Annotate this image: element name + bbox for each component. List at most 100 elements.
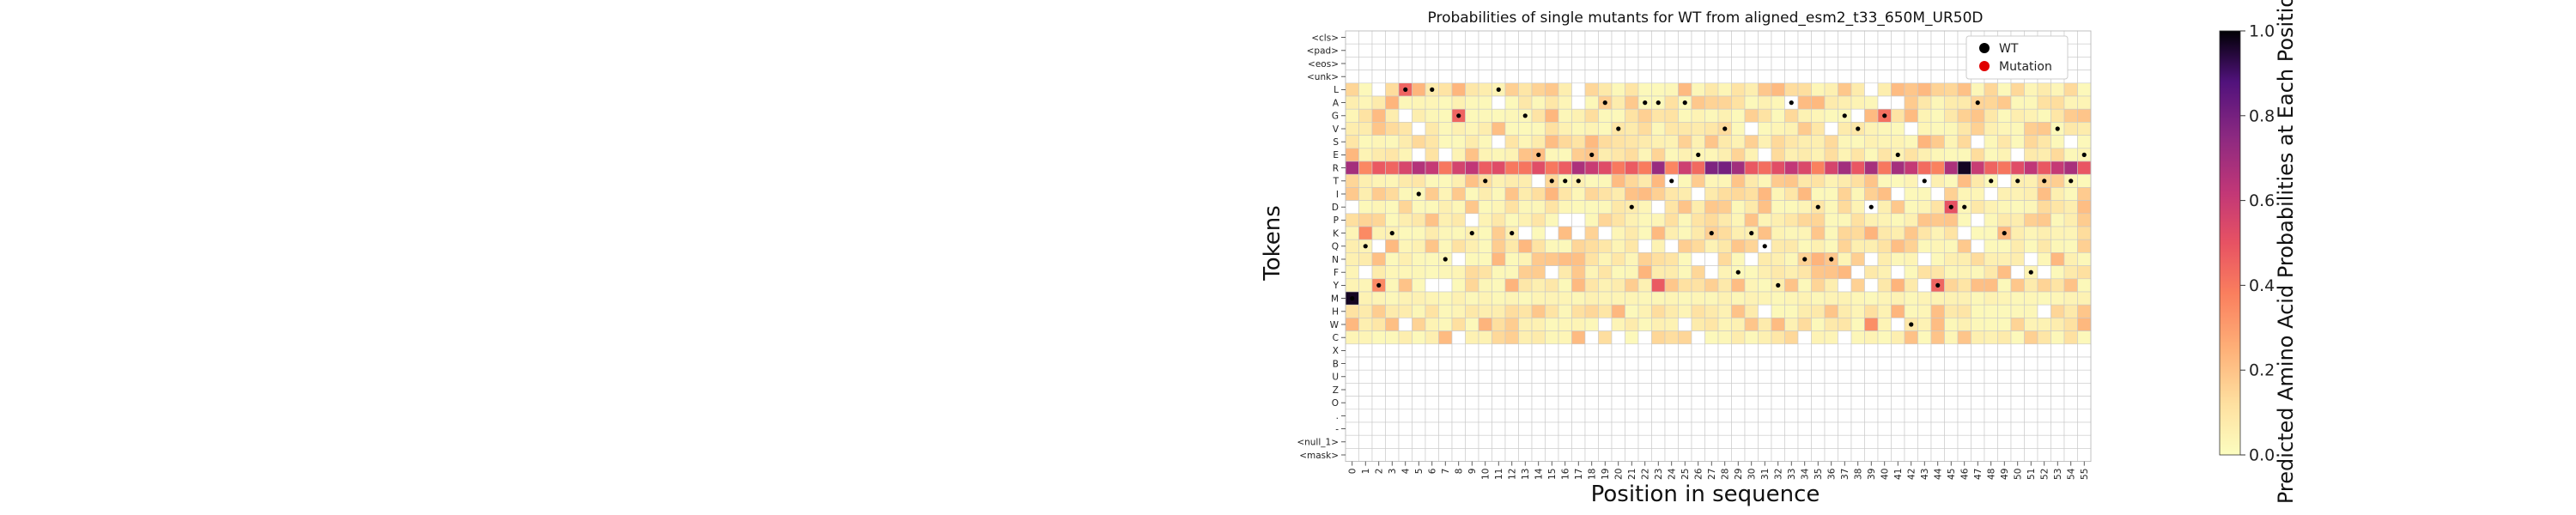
heatmap-cell xyxy=(1558,135,1572,149)
heatmap-cell xyxy=(1545,252,1559,266)
heatmap-cell xyxy=(1584,343,1599,358)
heatmap-cell xyxy=(1904,187,1918,201)
heatmap-cell xyxy=(1850,409,1865,423)
heatmap-cell xyxy=(1637,226,1652,240)
heatmap-cell xyxy=(2050,187,2065,201)
heatmap-cell xyxy=(2024,396,2038,410)
heatmap-cell xyxy=(1398,95,1413,110)
heatmap-cell xyxy=(1797,369,1812,384)
heatmap-cell xyxy=(1717,265,1732,280)
heatmap-cell xyxy=(1412,421,1426,436)
heatmap-cell xyxy=(1571,239,1586,253)
heatmap-cell xyxy=(1758,448,1772,462)
heatmap-cell xyxy=(1465,318,1479,331)
heatmap-cell xyxy=(1584,291,1599,306)
heatmap-cell xyxy=(1984,448,1998,462)
heatmap-cell xyxy=(1651,82,1666,97)
heatmap-cell xyxy=(1637,421,1652,436)
wt-dot xyxy=(1403,87,1408,92)
heatmap-cell xyxy=(1838,343,1852,358)
heatmap-cell xyxy=(1345,421,1359,436)
x-tick-label: 52 xyxy=(2040,469,2050,480)
heatmap-cell xyxy=(1784,213,1799,227)
heatmap-cell xyxy=(2077,396,2092,410)
heatmap-cell xyxy=(1637,278,1652,293)
heatmap-cell xyxy=(1838,187,1852,201)
x-tick-label: 28 xyxy=(1721,469,1731,480)
heatmap-cell xyxy=(2050,226,2065,240)
heatmap-cell xyxy=(1744,161,1759,175)
heatmap-cell xyxy=(1584,200,1599,215)
heatmap-cell xyxy=(1811,318,1826,331)
heatmap-cell xyxy=(2063,108,2078,123)
heatmap-cell xyxy=(1704,122,1719,136)
heatmap-cell xyxy=(1412,383,1426,397)
heatmap-cell xyxy=(1425,291,1439,306)
heatmap-cell xyxy=(2050,108,2065,123)
heatmap-cell xyxy=(1891,70,1905,84)
heatmap-cell xyxy=(1891,30,1905,45)
heatmap-cell xyxy=(1717,70,1732,84)
heatmap-cell xyxy=(1371,421,1386,436)
heatmap-cell xyxy=(1371,187,1386,201)
wt-dot xyxy=(1868,204,1874,209)
heatmap-cell xyxy=(1957,421,1971,436)
heatmap-cell xyxy=(1478,343,1492,358)
heatmap-cell xyxy=(1944,30,1959,45)
heatmap-cell xyxy=(1691,409,1705,423)
heatmap-cell xyxy=(1691,278,1705,293)
heatmap-cell xyxy=(2050,434,2065,449)
heatmap-cell xyxy=(1438,318,1453,331)
heatmap-cell xyxy=(2050,291,2065,306)
heatmap-cell xyxy=(1598,383,1613,397)
heatmap-cell xyxy=(1811,95,1826,110)
heatmap-cell xyxy=(1651,318,1666,331)
heatmap-cell xyxy=(1558,30,1572,45)
heatmap-cell xyxy=(1984,122,1998,136)
heatmap-cell xyxy=(1930,291,1945,306)
heatmap-cell xyxy=(1824,265,1838,280)
heatmap-cell xyxy=(1744,57,1759,70)
heatmap-cell xyxy=(1531,291,1546,306)
heatmap-cell xyxy=(1371,122,1386,136)
heatmap-cell xyxy=(2077,356,2092,371)
heatmap-cell xyxy=(2050,448,2065,462)
heatmap-cell xyxy=(1478,448,1492,462)
heatmap-cell xyxy=(1358,82,1373,97)
heatmap-cell xyxy=(1358,369,1373,384)
heatmap-cell xyxy=(1518,213,1533,227)
heatmap-cell xyxy=(1917,383,1932,397)
heatmap-cell xyxy=(1598,57,1613,70)
x-tick-label: 31 xyxy=(1760,469,1771,480)
heatmap-cell xyxy=(1398,252,1413,266)
heatmap-cell xyxy=(1944,434,1959,449)
heatmap-cell xyxy=(1771,148,1785,162)
y-tick-label: E xyxy=(1333,150,1339,161)
heatmap-cell xyxy=(1385,278,1400,293)
heatmap-cell xyxy=(1412,448,1426,462)
heatmap-cell xyxy=(1504,239,1519,253)
heatmap-cell xyxy=(1545,396,1559,410)
heatmap-cell xyxy=(1412,43,1426,58)
heatmap-cell xyxy=(1917,304,1932,318)
heatmap-cell xyxy=(1664,30,1679,45)
heatmap-cell xyxy=(1637,70,1652,84)
heatmap-cell xyxy=(1651,43,1666,58)
heatmap-cell xyxy=(2037,278,2051,293)
heatmap-cell xyxy=(1797,70,1812,84)
heatmap-cell xyxy=(1465,187,1479,201)
heatmap-cell xyxy=(1611,278,1625,293)
heatmap-cell xyxy=(1957,318,1971,331)
heatmap-cell xyxy=(1625,161,1639,175)
heatmap-cell xyxy=(1412,95,1426,110)
heatmap-cell xyxy=(1425,57,1439,70)
heatmap-cell xyxy=(2077,265,2092,280)
heatmap-cell xyxy=(1771,409,1785,423)
heatmap-cell xyxy=(1717,396,1732,410)
heatmap-cell xyxy=(1824,278,1838,293)
heatmap-cell xyxy=(1558,318,1572,331)
heatmap-cell xyxy=(1811,187,1826,201)
heatmap-cell xyxy=(1864,239,1879,253)
heatmap-cell xyxy=(1877,200,1892,215)
heatmap-cell xyxy=(1891,161,1905,175)
